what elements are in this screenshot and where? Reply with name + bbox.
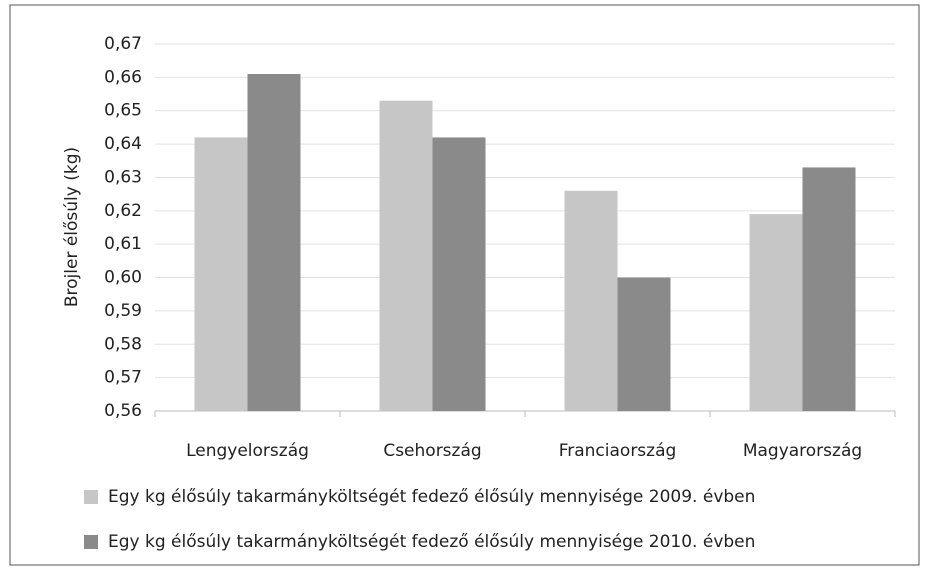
y-tick-label: 0,57 (104, 368, 142, 388)
y-tick-label: 0,60 (104, 268, 142, 288)
x-tick-label: Franciaország (559, 441, 677, 461)
y-tick-label: 0,58 (104, 334, 142, 354)
y-tick-label: 0,61 (104, 234, 142, 254)
y-tick-label: 0,66 (104, 67, 142, 87)
bar (802, 167, 856, 411)
bar (564, 190, 618, 411)
bar (194, 137, 248, 411)
y-tick-label: 0,56 (104, 401, 142, 421)
y-tick-label: 0,63 (104, 167, 142, 187)
bar (749, 214, 803, 411)
legend-swatch (84, 490, 98, 504)
y-tick-label: 0,65 (104, 101, 142, 121)
bar (379, 100, 433, 411)
y-tick-label: 0,64 (104, 134, 142, 154)
x-tick-label: Csehország (383, 441, 481, 461)
x-tick-label: Lengyelország (186, 441, 309, 461)
y-axis-label: Brojler élősúly (kg) (62, 147, 82, 307)
legend-label: Egy kg élősúly takarmányköltségét fedező… (108, 532, 755, 552)
y-tick-label: 0,59 (104, 301, 142, 321)
bar (432, 137, 486, 411)
bar (617, 277, 671, 411)
legend-swatch (84, 535, 98, 549)
legend-label: Egy kg élősúly takarmányköltségét fedező… (108, 487, 755, 507)
y-tick-label: 0,67 (104, 34, 142, 54)
y-tick-label: 0,62 (104, 201, 142, 221)
x-tick-label: Magyarország (743, 441, 862, 461)
bar (247, 74, 301, 411)
